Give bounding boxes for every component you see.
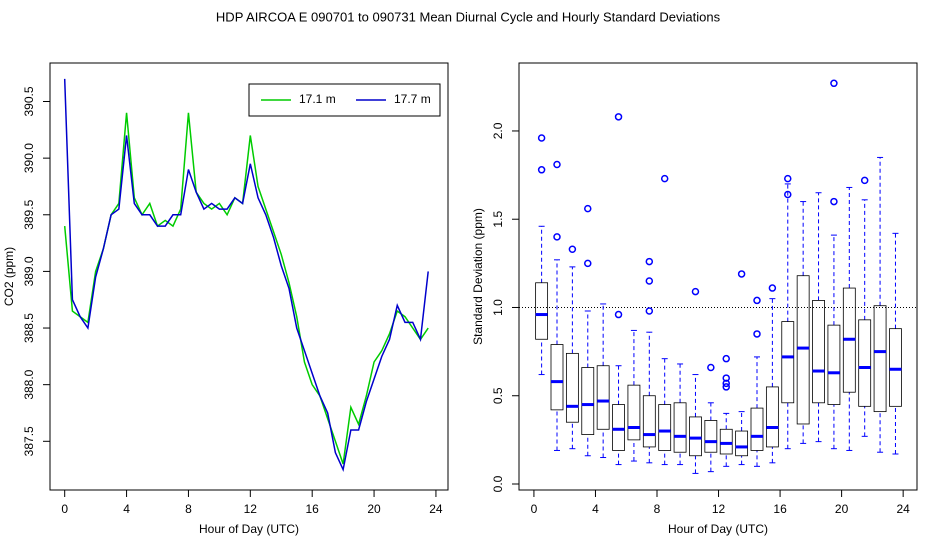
outlier [584, 259, 592, 268]
legend-label: 17.7 m [394, 92, 431, 106]
outlier [614, 310, 623, 319]
y-tick-label: 390.0 [22, 143, 36, 173]
box [689, 416, 702, 457]
box [873, 305, 887, 413]
y-axis-label: Standard Deviation (ppm) [471, 208, 485, 345]
x-tick-label: 0 [531, 502, 538, 516]
y-tick-label: 2.0 [491, 122, 505, 139]
x-tick-label: 4 [592, 502, 599, 516]
x-tick-label: 8 [185, 502, 192, 516]
outlier [691, 287, 700, 296]
box [704, 420, 718, 453]
outlier [784, 174, 792, 183]
plot-frame [518, 62, 918, 491]
data-line [63, 112, 429, 465]
box [719, 428, 733, 455]
box [796, 275, 810, 425]
y-axis-label: CO2 (ppm) [2, 247, 16, 306]
x-tick-label: 12 [244, 502, 258, 516]
legend-label: 17.1 m [299, 92, 336, 106]
outlier [753, 296, 761, 305]
y-tick-label: 390.5 [22, 86, 36, 116]
box [642, 395, 656, 448]
outlier [537, 134, 546, 142]
x-tick-label: 16 [773, 502, 787, 516]
x-axis-label: Hour of Day (UTC) [199, 522, 299, 536]
x-tick-label: 20 [835, 502, 849, 516]
x-tick-label: 4 [123, 502, 130, 516]
box [812, 300, 825, 404]
box [673, 402, 687, 453]
box [827, 324, 841, 405]
outlier [830, 79, 838, 88]
outlier [768, 284, 777, 292]
data-line [63, 78, 429, 473]
box [565, 352, 579, 423]
y-tick-label: 1.5 [491, 211, 505, 228]
plot-frame [49, 62, 449, 491]
outlier [553, 160, 561, 169]
box [765, 386, 779, 448]
outlier [645, 277, 654, 285]
outlier [737, 270, 746, 278]
y-tick-label: 389.5 [22, 199, 36, 229]
box [627, 384, 641, 441]
outlier [830, 197, 838, 206]
y-tick-label: 388.5 [22, 313, 36, 343]
x-tick-label: 16 [306, 502, 320, 516]
outlier [707, 363, 715, 372]
x-tick-label: 24 [429, 502, 443, 516]
x-tick-label: 20 [367, 502, 381, 516]
box [781, 321, 795, 404]
outlier [553, 233, 561, 241]
box [858, 319, 872, 407]
outlier [722, 383, 730, 391]
y-tick-label: 0.0 [491, 475, 505, 492]
outlier [784, 190, 792, 199]
outlier [568, 245, 577, 253]
outlier [645, 257, 654, 266]
outlier [753, 330, 761, 338]
x-tick-label: 0 [61, 502, 68, 516]
x-tick-label: 8 [654, 502, 661, 516]
outlier [645, 307, 654, 315]
y-tick-label: 1.0 [491, 299, 505, 316]
outlier [660, 174, 669, 183]
x-axis-label: Hour of Day (UTC) [668, 522, 768, 536]
box [750, 407, 764, 451]
chart-title: HDP AIRCOA E 090701 to 090731 Mean Diurn… [216, 9, 721, 24]
outlier [584, 204, 592, 213]
box [889, 328, 902, 407]
box [735, 430, 749, 457]
outlier [860, 176, 869, 185]
outlier [722, 379, 730, 388]
y-tick-label: 389.0 [22, 256, 36, 286]
box [550, 344, 564, 411]
y-tick-label: 0.5 [491, 387, 505, 404]
box [535, 282, 549, 340]
x-tick-label: 24 [896, 502, 910, 516]
x-tick-label: 12 [712, 502, 726, 516]
y-tick-label: 387.5 [22, 426, 36, 456]
box [596, 365, 610, 430]
box [612, 404, 625, 451]
outlier [614, 113, 623, 121]
box [581, 367, 595, 435]
box [658, 404, 672, 451]
outlier [722, 354, 730, 363]
y-tick-label: 388.0 [22, 369, 36, 399]
outlier [537, 166, 546, 174]
